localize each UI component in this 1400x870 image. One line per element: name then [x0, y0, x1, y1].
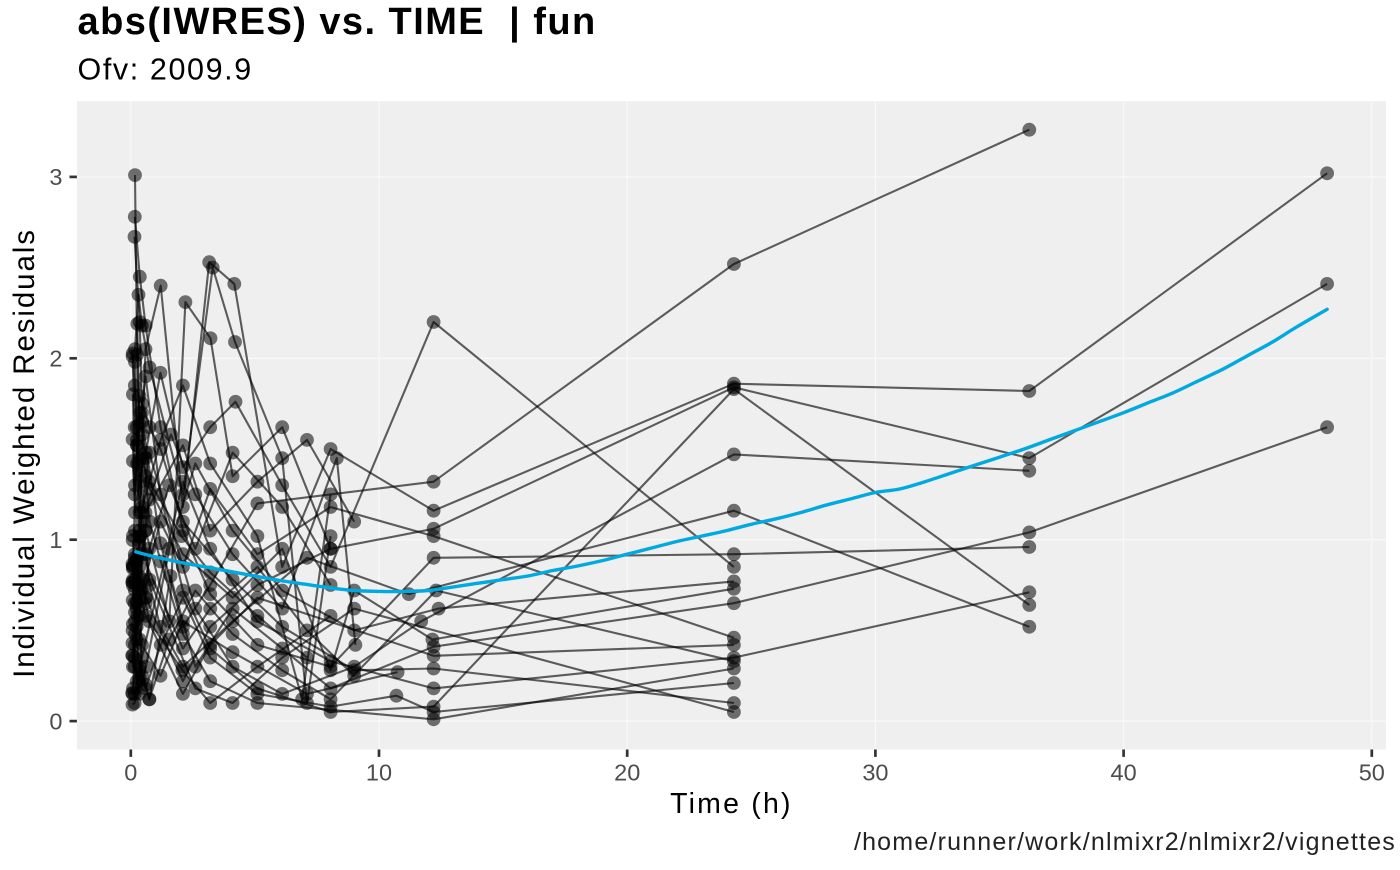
svg-text:0: 0	[49, 708, 62, 734]
svg-text:Time (h): Time (h)	[670, 788, 793, 820]
svg-text:0: 0	[124, 760, 137, 786]
svg-text:/home/runner/work/nlmixr2/nlmi: /home/runner/work/nlmixr2/nlmixr2/vignet…	[854, 828, 1396, 856]
svg-text:40: 40	[1111, 760, 1137, 786]
svg-text:1: 1	[49, 527, 62, 553]
svg-text:3: 3	[49, 164, 62, 190]
svg-text:20: 20	[614, 760, 640, 786]
svg-text:30: 30	[862, 760, 888, 786]
svg-text:Ofv: 2009.9: Ofv: 2009.9	[78, 53, 253, 87]
svg-text:50: 50	[1359, 760, 1385, 786]
svg-text:10: 10	[366, 760, 392, 786]
svg-text:abs(IWRES) vs. TIME | fun: abs(IWRES) vs. TIME | fun	[78, 1, 597, 43]
svg-text:2: 2	[49, 346, 62, 372]
svg-text:Individual Weighted Residuals: Individual Weighted Residuals	[8, 228, 41, 678]
